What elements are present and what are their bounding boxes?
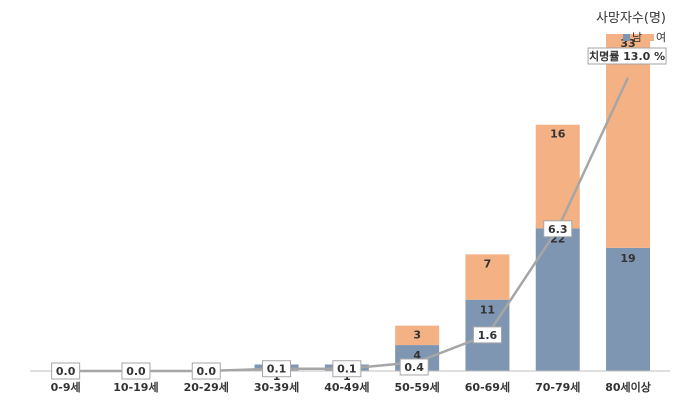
rate-label-box-1 (121, 362, 151, 380)
rate-label-6: 1.6 (478, 329, 498, 342)
x-tick-1: 10-19세 (113, 380, 158, 394)
bar-label-female-5: 3 (413, 329, 421, 342)
bar-female-6 (465, 254, 510, 300)
x-tick-8: 80세이상 (605, 380, 651, 394)
legend-swatch-male (623, 34, 630, 41)
legend: 사망자수(명) 남 여 (596, 11, 666, 44)
rate-label-1: 0.0 (126, 365, 146, 378)
bar-label-male-6: 11 (480, 304, 495, 317)
x-tick-3: 30-39세 (254, 380, 299, 394)
bar-male-8 (606, 247, 651, 371)
rate-label-5: 0.4 (404, 361, 424, 374)
rate-label-7: 6.3 (548, 223, 568, 236)
x-tick-6: 60-69세 (465, 380, 510, 394)
bar-label-female-6: 7 (484, 257, 492, 270)
chart-title: 사망자수(명) (596, 11, 666, 26)
x-tick-5: 50-59세 (394, 380, 439, 394)
bar-female-7 (535, 124, 580, 229)
bar-label-male-5: 4 (413, 349, 421, 362)
bar-female-5 (395, 325, 440, 346)
x-tick-2: 20-29세 (184, 380, 229, 394)
x-tick-0: 0-9세 (51, 380, 81, 394)
x-tick-7: 70-79세 (535, 380, 580, 394)
rate-label-box-5 (399, 358, 429, 376)
bars-layer (254, 34, 651, 371)
bar-label-male-8: 19 (620, 252, 635, 265)
rate-label-box-0 (51, 362, 81, 380)
legend-swatch-female (647, 34, 654, 41)
rate-label-2: 0.0 (197, 365, 217, 378)
rate-label-box-2 (191, 362, 221, 380)
rate-label-0: 0.0 (56, 365, 76, 378)
x-tick-4: 40-49세 (324, 380, 369, 394)
rate-label-box-4 (332, 360, 362, 378)
bar-label-female-7: 16 (550, 128, 566, 141)
bar-female-8 (606, 34, 651, 248)
rate-label-box-8 (587, 47, 667, 65)
rate-label-box-6 (472, 326, 502, 344)
rate-label-4: 0.1 (337, 363, 357, 376)
rate-label-box-7 (543, 220, 573, 238)
labels-layer: 1143117221619330.00.00.00.10.10.41.66.3치… (51, 37, 667, 383)
rate-label-3: 0.1 (267, 363, 287, 376)
legend-label-male: 남 (632, 31, 642, 44)
legend-label-female: 여 (656, 31, 666, 44)
x-ticks-layer: 0-9세 10-19세 20-29세 30-39세 40-49세 50-59세 60-69세… (51, 380, 651, 394)
bar-male-7 (535, 228, 580, 371)
rate-label-8: 치명률 13.0 % (589, 49, 665, 63)
rate-label-box-3 (262, 360, 292, 378)
